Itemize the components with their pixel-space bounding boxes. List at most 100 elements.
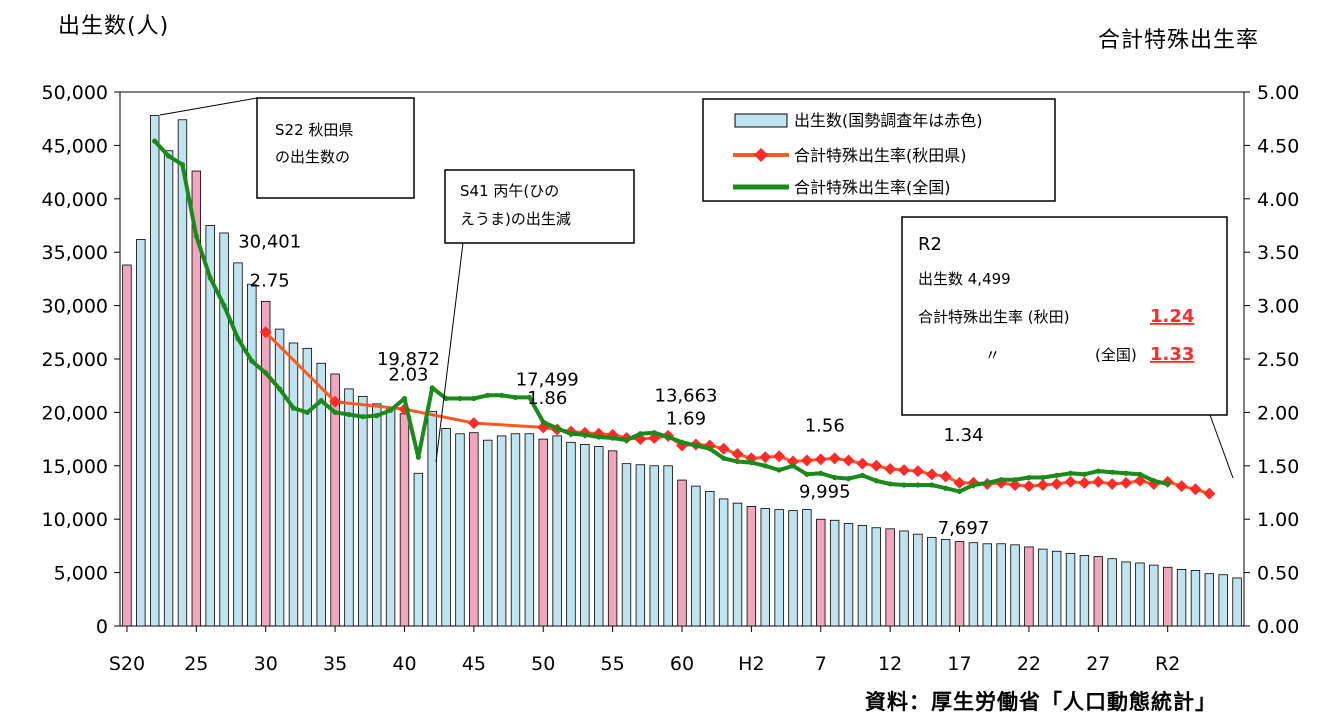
census-year-bar	[1162, 566, 1173, 627]
births-bar	[205, 225, 215, 627]
legend-label-births: 出生数(国勢調査年は赤色)	[794, 111, 983, 130]
callout-r2: R2 出生数 4,499 合計特殊出生率 (秋田) 1.24 〃 (全国) 1.…	[901, 216, 1234, 479]
census-year-bar	[1024, 546, 1034, 627]
births-bar	[927, 536, 937, 627]
tfr-akita-marker	[870, 459, 883, 472]
tfr-akita-marker	[717, 442, 730, 455]
tfr-national-point	[554, 425, 560, 432]
y-left-tick-label: 20,000	[42, 402, 108, 424]
y-right-tick-label: 0.50	[1257, 563, 1299, 585]
x-tick-label: 27	[1086, 653, 1110, 675]
tfr-national-point	[610, 435, 616, 441]
tfr-akita-marker	[939, 470, 952, 483]
census-year-bar	[261, 300, 271, 627]
tfr-national-point	[304, 409, 310, 415]
tfr-national-point	[1151, 478, 1157, 484]
y-left-tick-label: 25,000	[42, 349, 108, 371]
births-bar	[649, 465, 659, 627]
births-bar	[788, 510, 798, 627]
census-year-bar	[191, 170, 202, 627]
value-annotation: 13,663	[655, 386, 718, 407]
tfr-national-point	[193, 233, 199, 239]
census-year-bar	[746, 505, 757, 627]
tfr-national-point	[956, 488, 963, 495]
tfr-national-point	[582, 432, 588, 438]
tfr-akita-marker	[1022, 480, 1035, 493]
births-bar	[691, 485, 701, 627]
tfr-akita-marker	[329, 395, 342, 408]
tfr-national-point	[1095, 468, 1101, 474]
tfr-national-point	[859, 472, 865, 479]
tfr-national-point	[1054, 472, 1060, 479]
callout-r2-akita-label: 合計特殊出生率 (秋田)	[918, 308, 1069, 326]
callout-r2-akita-value: 1.24	[1150, 306, 1194, 327]
births-bar	[774, 509, 784, 627]
tfr-national-point	[249, 358, 255, 364]
tfr-national-point	[651, 430, 657, 436]
births-bar	[247, 283, 257, 627]
tfr-akita-marker	[1203, 487, 1216, 500]
tfr-national-point	[290, 405, 297, 411]
callout-r2-national-value: 1.33	[1150, 344, 1194, 365]
census-year-bar	[885, 528, 895, 627]
births-bar	[1218, 574, 1228, 627]
x-tick-label: 35	[323, 653, 347, 675]
x-tick-label: 55	[601, 653, 625, 675]
callout-r2-births: 出生数 4,499	[918, 270, 1011, 288]
tfr-national-point	[970, 482, 977, 488]
tfr-national-point	[804, 471, 810, 477]
births-bar	[136, 238, 146, 627]
value-annotation: 19,872	[377, 349, 440, 370]
births-bar	[149, 115, 160, 627]
y-right-tick-label: 3.50	[1257, 242, 1299, 264]
tfr-akita-marker	[1120, 476, 1133, 489]
y-left-tick-label: 0	[96, 616, 108, 638]
x-tick-label: 7	[815, 653, 827, 675]
census-year-bar	[1093, 556, 1103, 627]
births-bar	[385, 407, 396, 627]
tfr-national-point	[374, 413, 380, 419]
births-bar	[566, 441, 576, 627]
tfr-national-point	[471, 395, 477, 402]
tfr-akita-marker	[787, 455, 800, 468]
births-bar	[996, 543, 1006, 627]
tfr-national-point	[485, 392, 491, 398]
legend-label-tfr-akita: 合計特殊出生率(秋田県)	[794, 146, 967, 165]
value-annotation: 1.69	[666, 408, 706, 429]
births-bar	[483, 439, 493, 627]
tfr-national-point	[998, 477, 1004, 483]
x-tick-label: 25	[184, 653, 208, 675]
births-bar	[843, 523, 854, 627]
tfr-akita-marker	[800, 454, 813, 467]
tfr-national-point	[499, 392, 505, 398]
legend: 出生数(国勢調査年は赤色) 合計特殊出生率(秋田県) 合計特殊出生率(全国)	[702, 98, 1056, 202]
tfr-national-point	[679, 439, 685, 445]
x-tick-label: 45	[462, 653, 486, 675]
births-bar	[552, 435, 562, 627]
births-bar	[1038, 548, 1048, 627]
tfr-akita-marker	[1078, 476, 1091, 489]
births-bar	[427, 410, 437, 627]
births-bar	[455, 433, 465, 627]
births-bar	[358, 395, 368, 627]
birth-chart: 0 5,000 10,000 15,000 20,000 25,000 30,000 35,0…	[42, 82, 1300, 675]
y-left-tick-label: 45,000	[42, 135, 108, 157]
births-bar	[413, 472, 424, 627]
x-tick-label: 40	[392, 653, 416, 675]
births-bar	[302, 347, 313, 627]
y-left-tick-label: 40,000	[42, 189, 108, 211]
callout-s41-line1: S41 丙午(ひの	[460, 182, 559, 200]
births-bar	[316, 362, 326, 627]
tfr-national-point	[596, 434, 602, 440]
tfr-national-point	[443, 395, 449, 402]
births-bar	[1065, 552, 1076, 627]
births-bar	[802, 509, 812, 627]
births-bar	[441, 428, 451, 627]
y-left-tick-label: 30,000	[42, 296, 108, 318]
legend-marker-akita	[754, 148, 768, 162]
value-annotation: 2.03	[388, 365, 428, 386]
tfr-akita-marker	[1064, 475, 1077, 488]
census-year-bar	[330, 373, 340, 627]
tfr-national-point	[512, 394, 519, 401]
x-tick-label: 12	[878, 653, 902, 675]
